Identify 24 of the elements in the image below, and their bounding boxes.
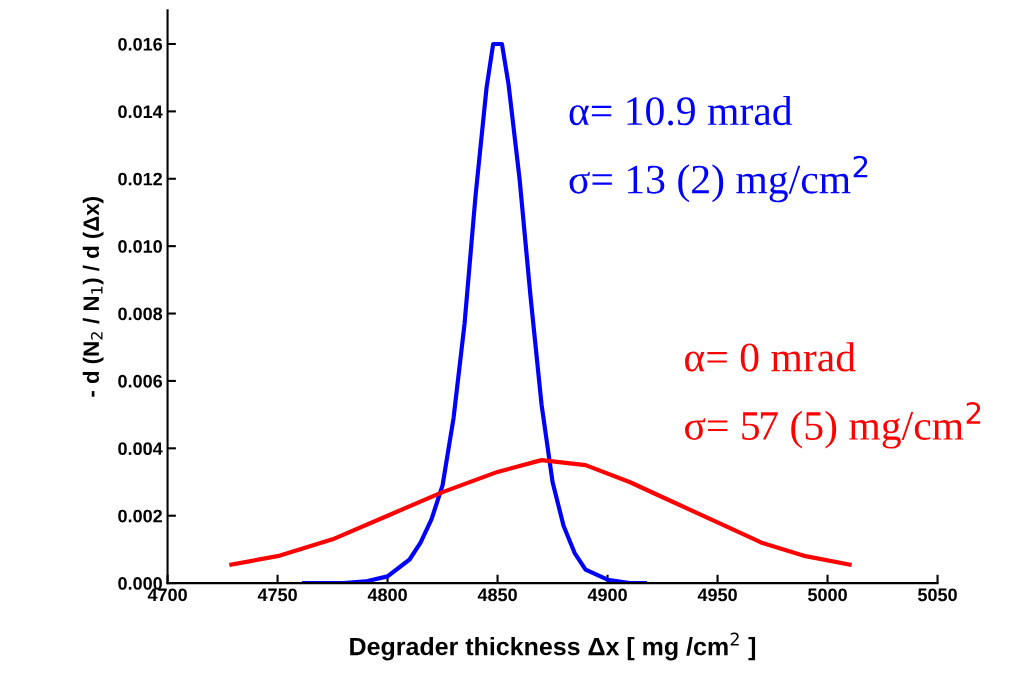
y-tick-label: 0.012 xyxy=(118,172,162,186)
annotation: α= 0 mrad xyxy=(685,342,856,372)
annotation: σ= 13 (2) mg/cm$^{2}$ xyxy=(569,155,868,203)
x-tick-label: 4750 xyxy=(257,588,297,602)
x-tick-label: 5000 xyxy=(808,588,847,602)
x-tick-label: 5050 xyxy=(918,588,957,602)
y-axis-title: - d (N$_{2}$ / N$_{1}$) / d (Δx) xyxy=(82,197,104,397)
x-tick-label: 4850 xyxy=(477,588,517,602)
y-tick-label: 0.008 xyxy=(118,307,163,321)
y-tick-label: 0.004 xyxy=(118,442,163,456)
y-tick-label: 0.016 xyxy=(118,37,163,51)
y-tick-label: 0.000 xyxy=(118,577,162,590)
y-tick-label: 0.010 xyxy=(118,240,162,253)
line-series xyxy=(229,458,852,567)
x-axis-title: Degrader thickness Δx [ mg /cm$^{2}$ ] xyxy=(350,632,756,661)
annotation: α= 10.9 mrad xyxy=(569,95,793,126)
x-tick-label: 4800 xyxy=(367,588,407,602)
y-tick-label: 0.002 xyxy=(118,509,162,523)
x-tick-label: 4700 xyxy=(147,588,187,602)
y-tick-label: 0.006 xyxy=(118,374,163,388)
x-tick-label: 4950 xyxy=(697,588,737,602)
annotation: σ= 57 (5) mg/cm$^{2}$ xyxy=(685,401,981,449)
x-tick-label: 4900 xyxy=(587,588,627,602)
y-tick-label: 0.014 xyxy=(118,105,163,119)
